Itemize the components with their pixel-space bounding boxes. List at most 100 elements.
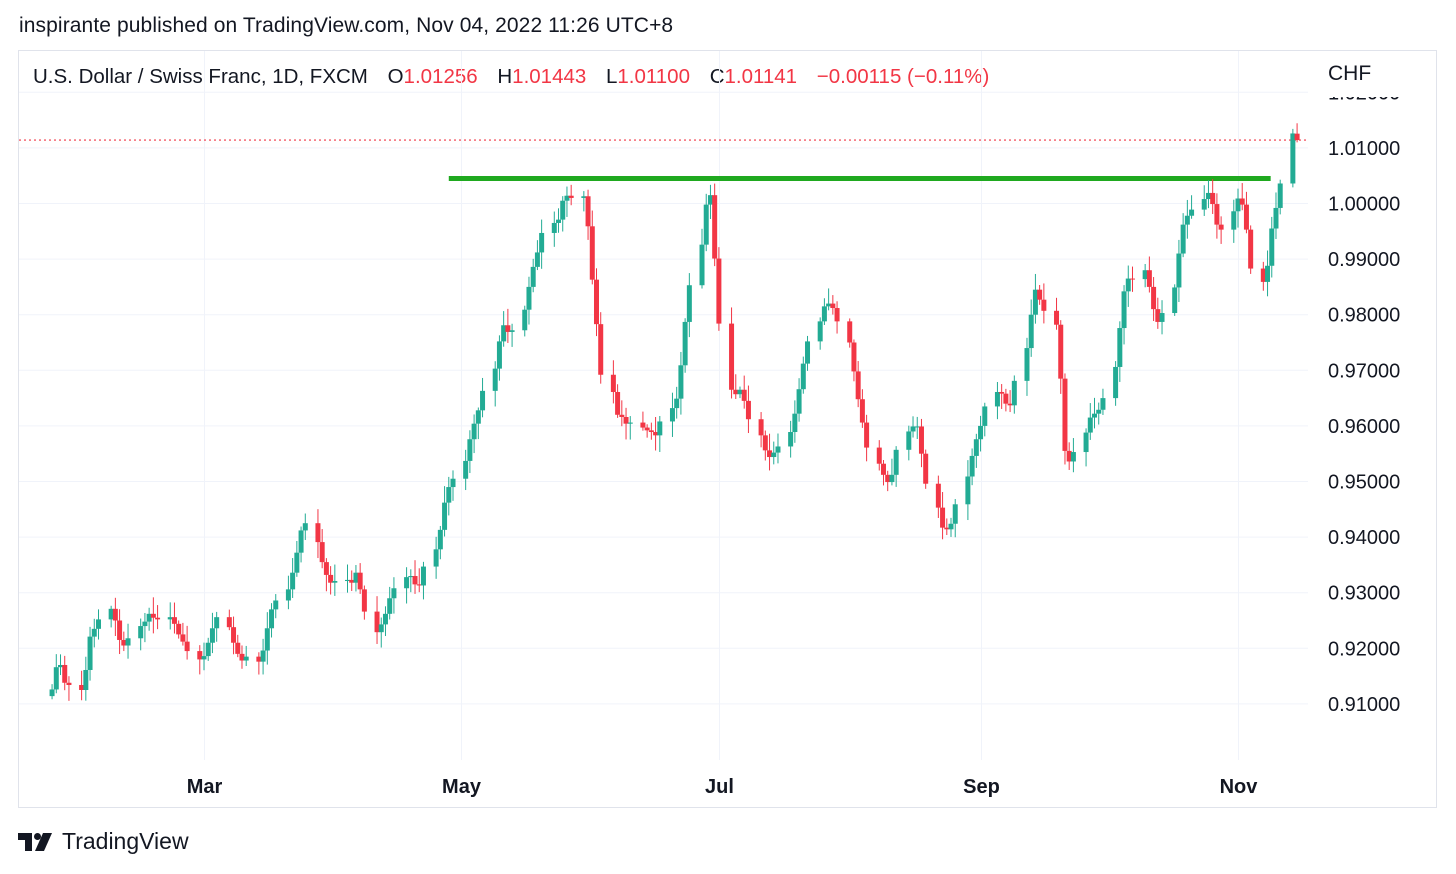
candle-body	[62, 664, 68, 683]
candle-body	[344, 579, 350, 582]
candle-body	[87, 636, 93, 670]
candle-body	[467, 439, 473, 461]
candle-body	[1058, 324, 1064, 379]
candle-body	[847, 321, 853, 343]
candle-body	[1100, 398, 1106, 410]
high-label: H	[497, 65, 513, 88]
time-tick-label: May	[442, 776, 482, 798]
candle-body	[505, 325, 511, 332]
candle-body	[117, 620, 123, 640]
candle-body	[880, 463, 886, 475]
open-label: O	[387, 65, 404, 88]
candle-body	[146, 613, 152, 622]
ohlc-low: L1.01100	[606, 65, 690, 88]
price-tick-label: 0.92000	[1328, 638, 1400, 660]
candle-body	[973, 439, 979, 456]
candle-body	[1159, 313, 1165, 322]
price-tick-label: 1.02000	[1328, 82, 1400, 104]
candle-body	[361, 589, 367, 612]
candle-body	[556, 219, 562, 223]
candle-body	[712, 195, 718, 259]
candle-body	[357, 572, 363, 590]
change-value: −0.00115 (−0.11%)	[816, 65, 990, 88]
candle-body	[619, 414, 625, 418]
price-tick-label: 0.93000	[1328, 583, 1400, 605]
candle-body	[420, 566, 426, 586]
time-axis[interactable]: Mar May Jul Sep Nov	[187, 776, 1259, 798]
candle-body	[353, 572, 359, 583]
candle-body	[530, 266, 536, 287]
candle-body	[741, 389, 747, 401]
candle-body	[699, 244, 705, 286]
price-tick-label: 0.96000	[1328, 416, 1400, 438]
candle-body	[830, 303, 836, 309]
candle-body	[1248, 229, 1254, 269]
candle-body	[826, 303, 832, 307]
published-caption: inspirante published on TradingView.com,…	[19, 14, 674, 37]
candle-body	[1269, 228, 1275, 266]
candle-body	[703, 204, 709, 245]
candle-body	[319, 542, 325, 563]
candle-body	[95, 619, 101, 629]
candle-body	[745, 400, 751, 420]
candle-body	[1172, 287, 1178, 314]
candle-body	[771, 452, 777, 458]
candle-body	[1151, 286, 1157, 310]
candle-body	[568, 195, 574, 198]
candle-body	[969, 455, 975, 477]
candle-body	[332, 581, 338, 583]
candle-body	[1214, 204, 1220, 225]
candle-body	[374, 611, 380, 633]
open-value: 1.01256	[403, 65, 478, 88]
candle-body	[273, 600, 279, 610]
symbol-name: U.S. Dollar / Swiss Franc, 1D, FXCM	[33, 65, 368, 88]
candle-body	[1041, 299, 1047, 311]
candle-body	[79, 684, 85, 690]
candle-body	[382, 613, 388, 625]
candle-body	[285, 589, 291, 601]
candle-body	[716, 258, 722, 324]
candle-body	[1070, 452, 1076, 462]
candle-body	[167, 617, 173, 620]
candle-body	[256, 656, 262, 662]
currency-label: CHF	[1328, 62, 1372, 85]
chart-frame[interactable]	[18, 50, 1437, 808]
time-tick-label: Mar	[187, 776, 223, 798]
time-tick-label: Sep	[963, 776, 1000, 798]
price-tick-label: 1.00000	[1328, 194, 1400, 216]
candle-body	[171, 617, 177, 624]
candle-body	[315, 523, 321, 543]
candle-body	[1092, 413, 1098, 418]
candle-body	[108, 608, 114, 620]
close-value: 1.01141	[724, 65, 798, 88]
candle-body	[226, 617, 232, 628]
price-tick-label: 0.99000	[1328, 249, 1400, 271]
candle-body	[581, 196, 587, 198]
time-tick-label: Jul	[705, 776, 734, 798]
candle-body	[184, 641, 190, 652]
candle-body	[1024, 348, 1030, 381]
candle-body	[450, 478, 456, 488]
candles	[49, 123, 1300, 701]
candle-body	[142, 621, 148, 627]
price-axis[interactable]: 0.91000 0.92000 0.93000 0.94000 0.95000 0.960…	[1328, 82, 1400, 716]
candle-body	[302, 523, 308, 531]
candle-body	[1201, 199, 1207, 210]
candle-body	[522, 309, 528, 331]
candle-body	[1062, 378, 1068, 451]
candle-body	[864, 422, 870, 448]
candle-body	[404, 577, 410, 589]
candle-body	[800, 363, 806, 390]
candle-body	[914, 426, 920, 428]
candle-body	[1125, 278, 1131, 292]
tradingview-brand: TradingView	[62, 828, 189, 854]
candle-body	[889, 474, 895, 483]
candle-body	[83, 669, 89, 690]
candle-body	[260, 650, 266, 662]
candle-body	[391, 588, 397, 599]
candle-body	[729, 323, 735, 390]
candle-body	[923, 453, 929, 484]
candle-body	[821, 306, 827, 322]
candle-body	[1142, 270, 1148, 280]
